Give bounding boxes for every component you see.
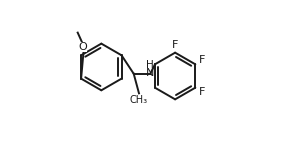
Text: F: F	[199, 87, 206, 97]
Text: F: F	[172, 40, 178, 50]
Text: O: O	[78, 42, 87, 52]
Text: H: H	[146, 60, 154, 71]
Text: CH₃: CH₃	[130, 95, 148, 105]
Text: N: N	[146, 68, 154, 78]
Text: F: F	[199, 55, 206, 65]
